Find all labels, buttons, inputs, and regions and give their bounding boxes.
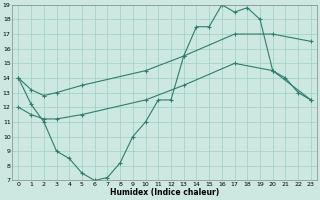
X-axis label: Humidex (Indice chaleur): Humidex (Indice chaleur) — [110, 188, 219, 197]
